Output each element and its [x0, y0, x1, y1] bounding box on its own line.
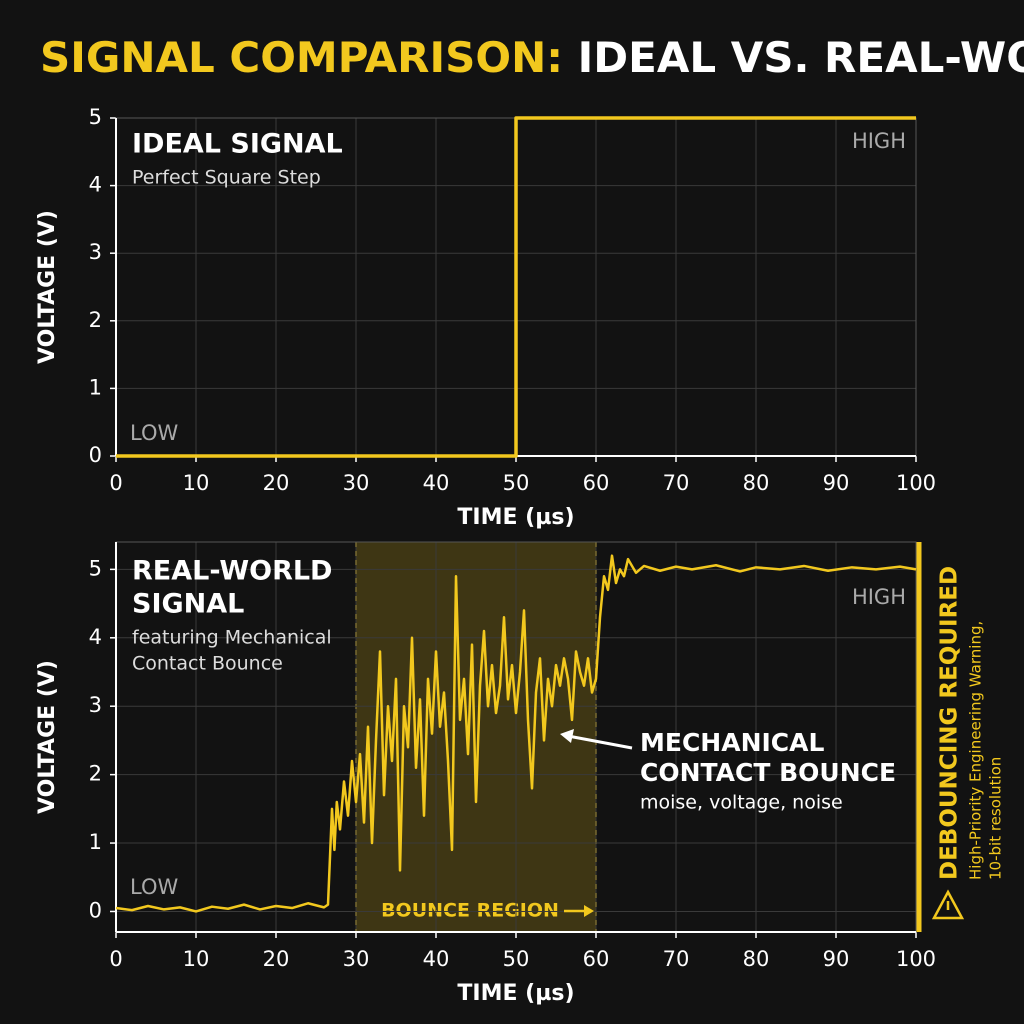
low-label: LOW — [130, 421, 178, 445]
x-tick-label: 20 — [263, 947, 290, 971]
x-tick-label: 0 — [109, 471, 122, 495]
title-rest: IDEAL VS. REAL-WORLD — [578, 33, 1024, 82]
y-tick-label: 1 — [89, 830, 102, 854]
x-tick-label: 40 — [423, 471, 450, 495]
x-tick-label: 30 — [343, 947, 370, 971]
high-label: HIGH — [852, 129, 906, 153]
x-tick-label: 80 — [743, 947, 770, 971]
warning-icon — [931, 889, 965, 920]
y-tick-label: 0 — [89, 898, 102, 922]
y-tick-label: 3 — [89, 693, 102, 717]
panel-title: SIGNAL — [132, 589, 244, 620]
signal-line — [116, 116, 916, 458]
y-tick-label: 4 — [89, 173, 102, 197]
low-label: LOW — [130, 875, 178, 899]
x-tick-label: 50 — [503, 947, 530, 971]
y-axis-label: VOLTAGE (V) — [35, 660, 60, 814]
panel-subtitle: Perfect Square Step — [132, 167, 321, 189]
panel-title: REAL-WORLD — [132, 556, 332, 587]
x-tick-label: 90 — [823, 471, 850, 495]
x-tick-label: 100 — [896, 947, 936, 971]
callout-title: CONTACT BOUNCE — [640, 758, 896, 787]
panel-subtitle: Contact Bounce — [132, 653, 283, 675]
x-tick-label: 70 — [663, 947, 690, 971]
region-arrowhead — [584, 905, 594, 917]
x-tick-label: 50 — [503, 471, 530, 495]
callout-text: moise, voltage, noise — [640, 792, 843, 814]
panel-subtitle: featuring Mechanical — [132, 627, 332, 649]
callout-arrow — [567, 734, 633, 750]
signal-line — [115, 554, 917, 913]
x-tick-label: 60 — [583, 947, 610, 971]
y-tick-label: 5 — [89, 105, 102, 129]
callout-title: MECHANICAL — [640, 728, 824, 757]
y-tick-label: 3 — [89, 240, 102, 264]
region-label: BOUNCE REGION — [381, 900, 559, 922]
x-tick-label: 10 — [183, 947, 210, 971]
x-axis-label: TIME (µs) — [457, 505, 574, 530]
x-tick-label: 90 — [823, 947, 850, 971]
y-tick-label: 2 — [89, 762, 102, 786]
warning-title: DEBOUNCING REQUIRED — [937, 566, 963, 880]
title-highlight: SIGNAL COMPARISON: — [40, 33, 563, 82]
y-tick-label: 2 — [89, 308, 102, 332]
x-axis-label: TIME (µs) — [457, 981, 574, 1006]
x-tick-label: 70 — [663, 471, 690, 495]
y-tick-label: 1 — [89, 375, 102, 399]
x-tick-label: 80 — [743, 471, 770, 495]
x-tick-label: 30 — [343, 471, 370, 495]
warning-text: High-Priority Engineering Warning, — [967, 621, 985, 880]
x-tick-label: 0 — [109, 947, 122, 971]
x-tick-label: 10 — [183, 471, 210, 495]
y-tick-label: 4 — [89, 625, 102, 649]
x-tick-label: 100 — [896, 471, 936, 495]
y-tick-label: 5 — [89, 556, 102, 580]
y-axis-label: VOLTAGE (V) — [35, 210, 60, 364]
title: SIGNAL COMPARISON: IDEAL VS. REAL-WORLD — [40, 33, 1024, 82]
panel-title: IDEAL SIGNAL — [132, 129, 343, 160]
callout-arrowhead — [560, 729, 574, 743]
y-tick-label: 0 — [89, 443, 102, 467]
warning-text: 10-bit resolution — [987, 757, 1005, 880]
high-label: HIGH — [852, 585, 906, 609]
x-tick-label: 60 — [583, 471, 610, 495]
x-tick-label: 40 — [423, 947, 450, 971]
x-tick-label: 20 — [263, 471, 290, 495]
